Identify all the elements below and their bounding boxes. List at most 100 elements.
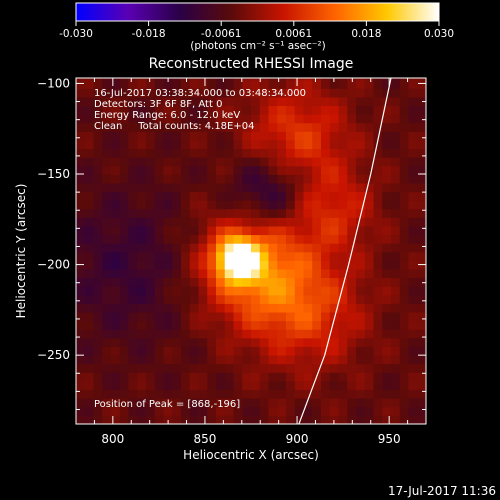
heatmap-cell	[373, 217, 383, 227]
heatmap-cell	[233, 165, 243, 175]
heatmap-cell	[382, 380, 392, 390]
heatmap-cell	[119, 217, 129, 227]
heatmap-cell	[286, 131, 296, 141]
heatmap-cell	[137, 88, 147, 98]
heatmap-cell	[251, 406, 261, 416]
heatmap-cell	[347, 157, 357, 167]
heatmap-cell	[321, 251, 331, 261]
heatmap-cell	[251, 294, 261, 304]
heatmap-cell	[417, 165, 426, 175]
heatmap-cell	[364, 380, 374, 390]
heatmap-cell	[408, 355, 418, 365]
heatmap-cell	[154, 286, 164, 296]
heatmap-cell	[84, 346, 94, 356]
heatmap-cell	[364, 363, 374, 373]
heatmap-cell	[408, 105, 418, 115]
heatmap-cell	[286, 294, 296, 304]
heatmap-cell	[189, 88, 199, 98]
heatmap-cell	[111, 269, 121, 279]
heatmap-cell	[76, 183, 86, 193]
heatmap-cell	[172, 88, 182, 98]
heatmap-cell	[251, 140, 261, 150]
heatmap-cell	[128, 260, 138, 270]
heatmap-cell	[128, 355, 138, 365]
heatmap-cell	[154, 320, 164, 330]
heatmap-cell	[102, 277, 112, 287]
heatmap-cell	[321, 243, 331, 253]
heatmap-cell	[251, 148, 261, 158]
heatmap-cell	[163, 183, 173, 193]
heatmap-cell	[216, 78, 226, 81]
heatmap-cell	[364, 114, 374, 124]
heatmap-cell	[268, 363, 278, 373]
heatmap-cell	[356, 105, 366, 115]
heatmap-cell	[382, 251, 392, 261]
heatmap-cell	[321, 372, 331, 382]
heatmap-cell	[76, 312, 86, 322]
heatmap-cell	[216, 286, 226, 296]
heatmap-cell	[242, 269, 252, 279]
heatmap-cell	[154, 372, 164, 382]
heatmap-cell	[259, 286, 269, 296]
heatmap-cell	[277, 380, 287, 390]
heatmap-cell	[347, 389, 357, 399]
heatmap-cell	[312, 303, 322, 313]
heatmap-cell	[137, 208, 147, 218]
heatmap-cell	[181, 303, 191, 313]
heatmap-cell	[137, 234, 147, 244]
heatmap-cell	[408, 380, 418, 390]
heatmap-cell	[198, 234, 208, 244]
heatmap-cell	[242, 122, 252, 132]
heatmap-cell	[364, 208, 374, 218]
heatmap-cell	[312, 251, 322, 261]
heatmap-cell	[172, 294, 182, 304]
heatmap-cell	[242, 114, 252, 124]
heatmap-cell	[128, 406, 138, 416]
heatmap-cell	[303, 105, 313, 115]
heatmap-cell	[408, 389, 418, 399]
heatmap-cell	[154, 200, 164, 210]
heatmap-cell	[321, 277, 331, 287]
heatmap-cell	[119, 234, 129, 244]
info-energy-range: Energy Range: 6.0 - 12.0 keV	[94, 110, 240, 121]
heatmap-cell	[189, 217, 199, 227]
heatmap-cell	[233, 243, 243, 253]
heatmap-cell	[382, 97, 392, 107]
heatmap-cell	[373, 97, 383, 107]
heatmap-cell	[329, 131, 339, 141]
heatmap-cell	[111, 415, 121, 424]
heatmap-cell	[172, 406, 182, 416]
heatmap-cell	[189, 346, 199, 356]
heatmap-cell	[216, 183, 226, 193]
heatmap-cell	[146, 389, 156, 399]
heatmap-cell	[154, 226, 164, 236]
heatmap-cell	[251, 329, 261, 339]
heatmap-cell	[102, 191, 112, 201]
heatmap-cell	[356, 320, 366, 330]
heatmap-cell	[312, 191, 322, 201]
heatmap-cell	[198, 183, 208, 193]
heatmap-cell	[312, 114, 322, 124]
heatmap-cell	[286, 183, 296, 193]
heatmap-cell	[364, 389, 374, 399]
heatmap-cell	[259, 303, 269, 313]
heatmap-cell	[391, 260, 401, 270]
heatmap-cell	[111, 337, 121, 347]
heatmap-cell	[391, 174, 401, 184]
heatmap-cell	[233, 389, 243, 399]
heatmap-cell	[181, 260, 191, 270]
heatmap-cell	[286, 337, 296, 347]
heatmap-cell	[146, 157, 156, 167]
heatmap-cell	[259, 122, 269, 132]
heatmap-cell	[93, 200, 103, 210]
heatmap-cell	[242, 286, 252, 296]
heatmap-cell	[286, 320, 296, 330]
heatmap-cell	[408, 191, 418, 201]
heatmap-cell	[76, 380, 86, 390]
heatmap-cell	[172, 105, 182, 115]
heatmap-cell	[408, 329, 418, 339]
heatmap-cell	[347, 165, 357, 175]
chart-title: Reconstructed RHESSI Image	[149, 56, 354, 72]
heatmap-cell	[111, 200, 121, 210]
heatmap-cell	[286, 355, 296, 365]
